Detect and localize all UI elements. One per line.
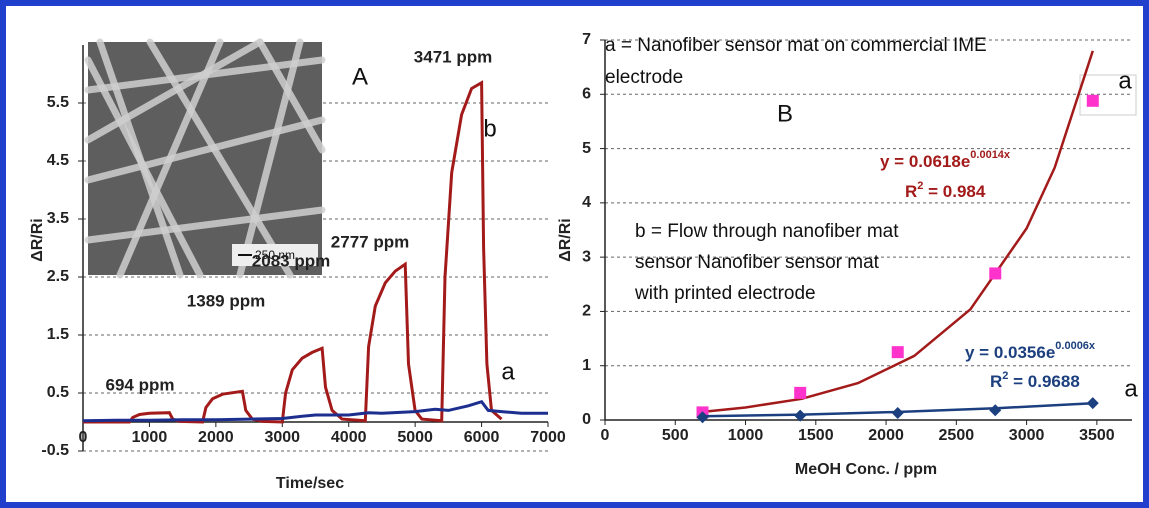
y-tick-label: 1 [582,357,591,374]
equation-text: y = 0.0356e [965,343,1055,362]
line-series [82,399,548,423]
series-label: b [483,115,496,142]
inset-fiber [116,38,224,279]
y-tick-label: 0 [582,411,591,428]
y-axis-title: ΔR/Ri [29,218,46,262]
r-squared-rest: = 0.984 [923,182,985,201]
y-tick-label: 3 [582,248,591,265]
x-tick-label: 500 [662,427,689,444]
x-tick-label: 2000 [868,427,904,444]
point [794,386,807,399]
x-tick-label: 1500 [798,427,834,444]
x-tick-label: 5000 [397,429,433,446]
note: with printed electrode [634,283,816,304]
r-squared: R2 = 0.984 [905,180,986,202]
x-tick-label: 1000 [728,427,764,444]
point [989,404,1002,417]
concentration-label: 2777 ppm [331,232,409,251]
series-label: a [1118,67,1132,94]
inset-fiber [146,38,294,279]
y-tick-label: 5.5 [47,94,69,111]
scale-bar-box [232,244,318,266]
equation-exponent: 0.0014x [970,149,1011,161]
y-tick-label: 1.5 [47,326,69,343]
y-axis-title: ΔR/Ri [557,218,574,262]
inset-fiber [84,38,264,144]
x-tick-label: 1000 [132,429,168,446]
r-squared-text: R [905,182,917,201]
note: sensor Nanofiber sensor mat [635,252,880,273]
inset-fiber [84,116,326,184]
y-tick-label: 6 [582,86,591,103]
equation: y = 0.0356e0.0006x [965,340,1096,363]
x-tick-label: 0 [601,427,610,444]
note: electrode [605,67,683,88]
y-tick-label: 7 [582,31,591,48]
x-axis-title: MeOH Conc. / ppm [795,461,937,478]
x-tick-label: 3500 [1079,427,1115,444]
y-tick-label: 5 [582,140,591,157]
x-tick-label: 6000 [464,429,500,446]
y-tick-label: 4 [582,194,591,211]
note: b = Flow through nanofiber mat [635,221,899,242]
x-tick-label: 3000 [264,429,300,446]
y-tick-label: 0.5 [47,384,69,401]
line-series [83,80,503,424]
y-tick-label: 4.5 [47,152,69,169]
r-squared: R2 = 0.9688 [990,370,1080,392]
series-label: a [1124,375,1138,402]
equation-text: y = 0.0618e [880,152,970,171]
r-squared-sup: 2 [917,180,923,192]
r-squared-sup: 2 [1002,370,1008,382]
x-tick-label: 2000 [198,429,234,446]
y-tick-label: 2 [582,303,591,320]
point [696,411,709,424]
point [1086,94,1099,107]
point [1086,397,1099,410]
y-tick-label: 2.5 [47,268,69,285]
x-tick-label: 7000 [530,429,566,446]
equation-exponent: 0.0006x [1055,340,1096,352]
point [794,409,807,422]
point [891,406,904,419]
y-tick-label: -0.5 [41,442,69,459]
inset-fiber [84,206,326,244]
x-axis-title: Time/sec [276,475,344,492]
equation: y = 0.0618e0.0014x [880,149,1011,172]
concentration-label: 3471 ppm [414,47,492,66]
r-squared-rest: = 0.9688 [1008,372,1079,391]
legend-box [1079,74,1137,116]
concentration-label: 1389 ppm [187,291,265,310]
concentration-label: 2083 ppm [252,251,330,270]
x-tick-label: 4000 [331,429,367,446]
point [891,346,904,359]
inset-fiber [236,38,304,279]
x-tick-label: 2500 [939,427,975,444]
series-label: a [501,358,515,385]
trend-line [702,50,1094,414]
y-tick-label: 3.5 [47,210,69,227]
scale-bar-label: 250 nm [255,248,295,262]
note: a = Nanofiber sensor mat on commercial I… [605,35,987,56]
panel-label: A [352,63,368,90]
point [989,267,1002,280]
x-tick-label: 3000 [1009,427,1045,444]
inset-fiber [84,56,204,279]
inset-fiber [256,38,326,154]
concentration-label: 694 ppm [106,375,175,394]
panel-label: B [777,100,793,127]
r-squared-text: R [990,372,1002,391]
